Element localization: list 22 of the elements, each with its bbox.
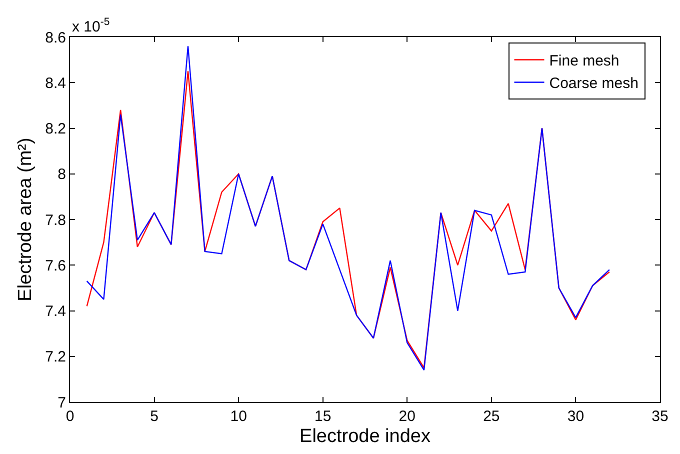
y-tick-label: 8.2 — [45, 120, 66, 138]
text: x 10$^{-5}$ — [72, 16, 110, 36]
y-tick-label: 8.6 — [45, 29, 66, 46]
y-tick-label: 7.4 — [45, 303, 66, 320]
y-tick-label: 8 — [58, 166, 66, 184]
x-tick-label: 10 — [230, 408, 247, 425]
y-tick-label: 8.4 — [45, 74, 66, 92]
y-axis-title: Electrode area (m²) — [14, 138, 36, 302]
x-tick-label: 30 — [567, 408, 584, 425]
x-tick-label: 35 — [652, 408, 668, 425]
x-tick-label: 20 — [398, 408, 416, 425]
x-tick-label: 15 — [314, 408, 332, 425]
x-tick-label: 5 — [150, 408, 158, 425]
x-axis-title: Electrode index — [300, 426, 431, 447]
x-tick-label: 0 — [66, 408, 74, 425]
y-tick-label: 7.2 — [45, 348, 66, 366]
y-tick-label: 7.8 — [45, 212, 66, 229]
x-tick-label: 25 — [483, 408, 500, 425]
legend-label: Fine mesh — [549, 52, 620, 70]
y-tick-label: 7 — [58, 394, 66, 412]
legend-label: Coarse mesh — [549, 75, 638, 92]
y-tick-label: 7.6 — [45, 257, 66, 274]
